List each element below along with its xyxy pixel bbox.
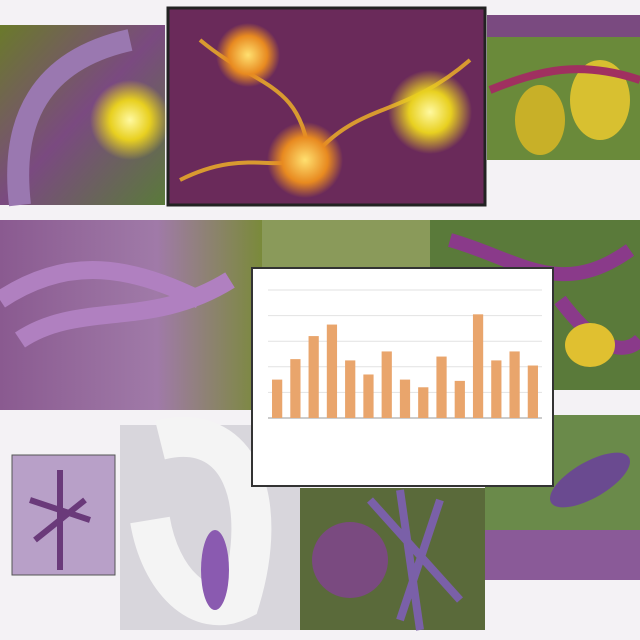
- organic-shape: [201, 530, 229, 610]
- bar: [326, 324, 338, 418]
- bar: [290, 359, 301, 418]
- bar: [509, 351, 520, 418]
- organic-shape: [7, 29, 133, 207]
- organic-shape: [0, 261, 235, 348]
- organic-shape: [312, 522, 388, 598]
- glow: [216, 23, 280, 87]
- chart: [268, 289, 542, 419]
- bar: [418, 387, 429, 418]
- organic-shape: [488, 65, 640, 94]
- organic-shape: [130, 416, 272, 626]
- bar: [308, 336, 319, 418]
- bar: [363, 374, 374, 418]
- panel-header: [487, 15, 640, 37]
- organic-shape: [570, 60, 630, 140]
- bar: [491, 360, 502, 418]
- organic-shape: [550, 452, 630, 508]
- bar: [272, 379, 283, 418]
- glow: [90, 80, 170, 160]
- glow: [388, 70, 472, 154]
- organic-shape: [565, 323, 615, 367]
- glow: [267, 122, 343, 198]
- panel: [262, 220, 432, 270]
- bar: [381, 351, 392, 418]
- bar: [436, 356, 447, 418]
- organic-shape: [367, 489, 463, 631]
- bar: [454, 380, 465, 418]
- bar: [472, 314, 484, 418]
- organic-shape: [29, 470, 91, 570]
- organic-shape: [515, 85, 565, 155]
- panel: [485, 530, 640, 580]
- bar: [399, 379, 411, 418]
- bar: [527, 365, 538, 418]
- bar: [345, 360, 356, 418]
- chart-card: [251, 267, 554, 487]
